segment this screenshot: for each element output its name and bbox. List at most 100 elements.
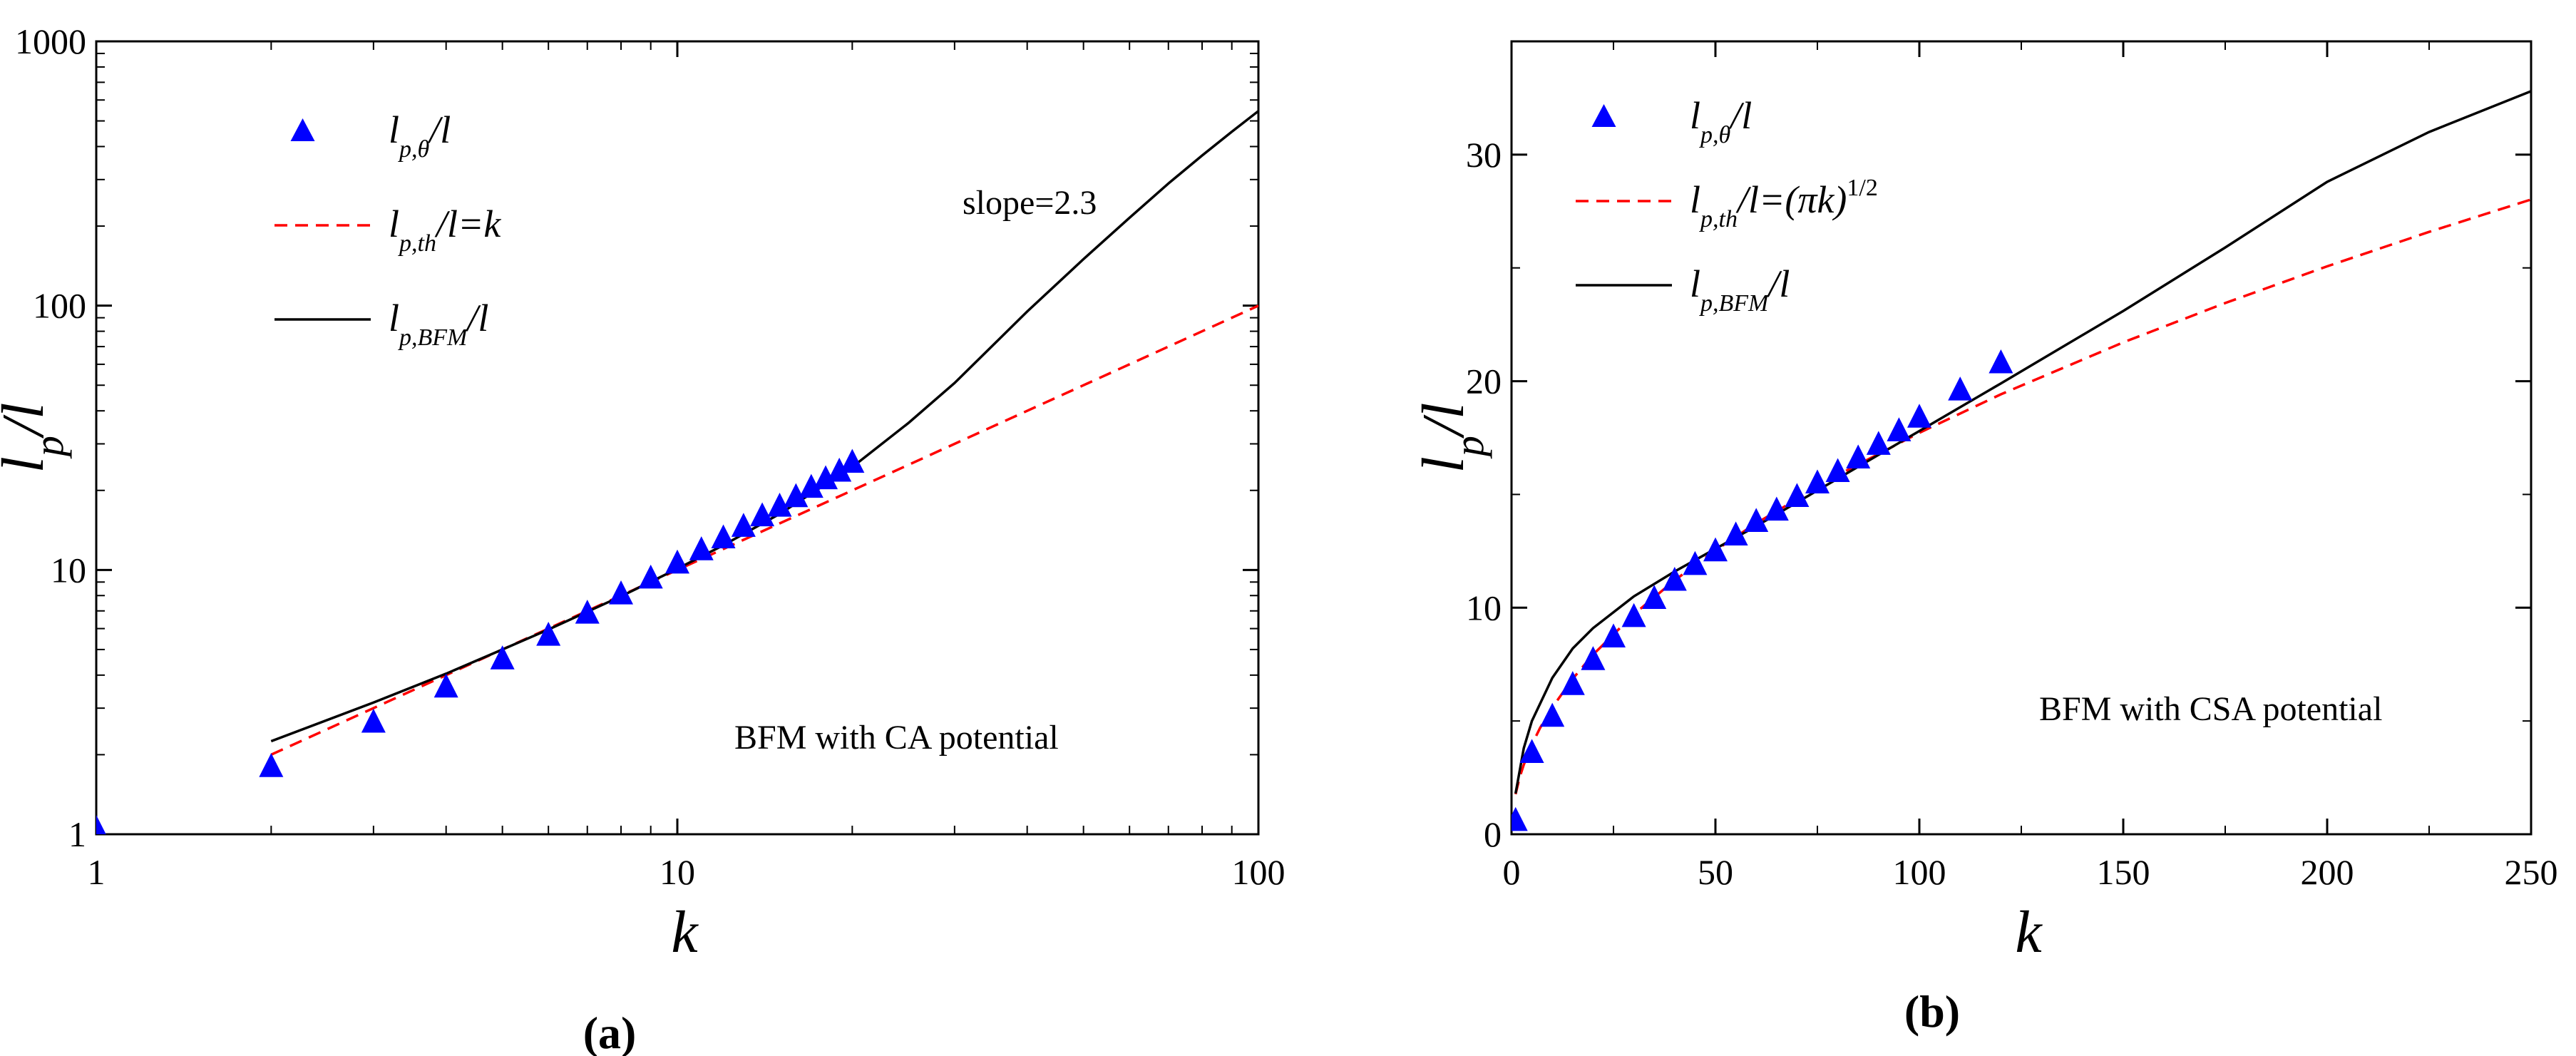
data-point-triangle [638, 564, 663, 589]
y-tick-label: 1000 [15, 21, 86, 61]
y-tick-label: 20 [1466, 362, 1502, 401]
plot-note: BFM with CSA potential [2039, 690, 2382, 728]
x-tick-label: 200 [2301, 852, 2354, 892]
legend-label-2: lp,BFM/l [389, 297, 488, 351]
data-point-triangle [490, 645, 515, 670]
data-point-triangle [731, 513, 756, 537]
data-point-triangle [827, 457, 852, 482]
legend-label-main: l [389, 203, 399, 245]
legend-label-suffix: /l [465, 297, 488, 339]
legend-label-0: lp,θ/l [1690, 94, 1752, 148]
data-point-triangle [1642, 585, 1667, 609]
legend-label-main: l [1690, 178, 1700, 221]
y-tick-label: 10 [1466, 588, 1502, 627]
y-axis-title: lp/l [0, 402, 72, 473]
data-point-triangle [1805, 469, 1830, 493]
x-tick-label: 10 [660, 852, 695, 892]
legend-marker-triangle [290, 118, 315, 141]
data-point-triangle [1948, 376, 1973, 401]
plot-frame [95, 40, 1260, 836]
data-point-triangle [1662, 566, 1687, 591]
legend-label-1: lp,th/l=(πk)1/2 [1690, 175, 1878, 232]
legend-label-sub: p,θ [398, 136, 429, 163]
data-point-triangle [1601, 623, 1626, 647]
legend-label-sub: p,th [1699, 206, 1738, 232]
legend: lp,θ/llp,th/l=klp,BFM/l [274, 108, 501, 351]
data-point-triangle [1519, 739, 1544, 764]
data-point-triangle [1887, 417, 1912, 441]
data-point-triangle [536, 622, 561, 646]
y-tick-label: 30 [1466, 135, 1502, 175]
data-point-triangle [1846, 444, 1871, 468]
x-axis-title: k [2015, 899, 2043, 965]
x-tick-label: 100 [1893, 852, 1946, 892]
legend-label-sup: 1/2 [1847, 175, 1877, 201]
data-point-triangle [1703, 537, 1728, 562]
x-tick-label: 100 [1232, 852, 1286, 892]
data-point-triangle [1785, 483, 1810, 508]
y-axis-title-main: l [0, 456, 56, 473]
data-point-triangle [1744, 508, 1769, 532]
y-axis-title: lp/l [1410, 402, 1492, 473]
data-point-triangle [1764, 496, 1789, 521]
data-point-triangle [1621, 603, 1646, 627]
legend-label-0: lp,θ/l [389, 108, 451, 163]
legend-label-main: l [1690, 262, 1700, 305]
x-tick-label: 150 [2097, 852, 2150, 892]
legend-label-sub: p,th [398, 230, 436, 257]
legend-label-suffix: /l [427, 108, 451, 151]
panel-label: (a) [583, 1008, 637, 1056]
chart-panel-b: 0 50 100 150 200 2500102030klp/llp,θ/llp,th/l… [1410, 40, 2558, 1037]
legend: lp,θ/llp,th/l=(πk)1/2lp,BFM/l [1576, 94, 1878, 317]
panel-label: (b) [1904, 986, 1960, 1037]
y-axis-title-main: l [1410, 456, 1477, 473]
legend-label-sub: p,BFM [398, 324, 468, 351]
data-point-triangle [609, 580, 634, 605]
y-tick-label: 10 [51, 550, 86, 590]
x-tick-label: 250 [2505, 852, 2558, 892]
y-axis-title-suffix: /l [0, 402, 56, 439]
y-tick-label: 0 [1484, 814, 1502, 854]
legend-label-sub: p,θ [1699, 122, 1730, 148]
legend-label-suffix: /l [1728, 94, 1752, 137]
y-axis-title-sub: p [1446, 436, 1492, 459]
legend-label-main: l [389, 108, 399, 151]
series-line-1 [270, 304, 1258, 756]
data-point-triangle [750, 502, 775, 527]
data-point-triangle [665, 549, 689, 574]
data-point-triangle [1540, 702, 1565, 727]
data-point-triangle [1866, 431, 1891, 455]
plot-note: BFM with CA potential [734, 719, 1059, 757]
data-point-triangle [689, 536, 714, 560]
data-point-triangle [840, 448, 865, 473]
data-point-triangle [784, 483, 809, 508]
x-tick-label: 50 [1698, 852, 1733, 892]
y-tick-label: 100 [33, 286, 86, 326]
series-line-2 [1514, 90, 2531, 794]
legend-label-suffix: /l=k [434, 203, 501, 245]
x-tick-label: 0 [1503, 852, 1521, 892]
data-point-triangle [259, 753, 284, 777]
data-point-triangle [575, 600, 600, 624]
data-point-triangle [1512, 806, 1528, 831]
y-tick-label: 1 [68, 814, 86, 854]
data-point-triangle [1907, 404, 1931, 428]
legend-label-2: lp,BFM/l [1690, 262, 1790, 317]
data-point-triangle [361, 708, 386, 733]
data-point-triangle [1560, 671, 1585, 695]
chart-panel-a: 1101001101001000klp/llp,θ/llp,th/l=klp,B… [0, 21, 1286, 1056]
data-point-triangle [1581, 646, 1606, 670]
data-point-triangle [767, 492, 792, 517]
data-point-triangle [814, 465, 838, 490]
data-point-triangle [1723, 521, 1748, 546]
data-point-triangle [1989, 349, 2013, 374]
plot-area [96, 110, 1258, 834]
data-point-triangle [711, 524, 736, 549]
data-point-triangle [433, 673, 458, 698]
data-point-triangle [799, 473, 823, 498]
x-axis-title: k [671, 899, 699, 965]
legend-label-main: l [389, 297, 399, 339]
legend-marker-triangle [1591, 104, 1616, 127]
data-point-triangle [1683, 550, 1708, 575]
